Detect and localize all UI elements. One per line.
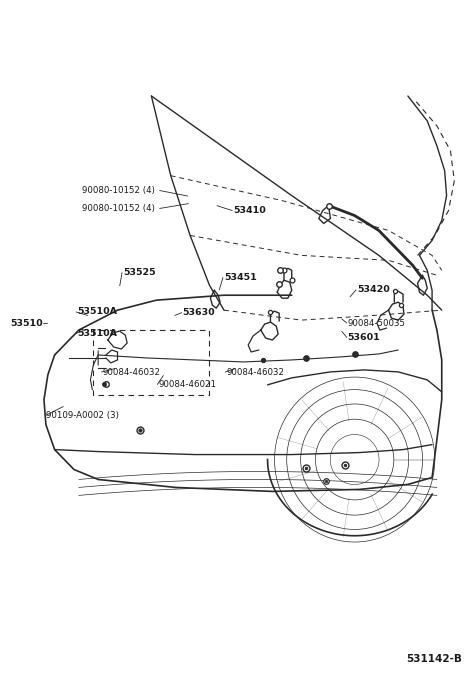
Text: 531142-B: 531142-B [406, 653, 462, 664]
Text: 53510: 53510 [10, 319, 43, 328]
Text: 53601: 53601 [348, 333, 381, 342]
Text: 90080-10152 (4): 90080-10152 (4) [82, 186, 155, 195]
Text: 53510A: 53510A [77, 308, 117, 317]
Text: 53510A: 53510A [77, 329, 117, 338]
Text: 90080-10152 (4): 90080-10152 (4) [82, 204, 155, 213]
Text: 53410: 53410 [233, 206, 266, 215]
Text: 90084-46032: 90084-46032 [226, 367, 284, 376]
Text: 90084-50035: 90084-50035 [348, 319, 406, 328]
Text: 90109-A0002 (3): 90109-A0002 (3) [46, 411, 119, 420]
Text: 90084-46032: 90084-46032 [102, 367, 160, 376]
Text: 90084-46021: 90084-46021 [158, 380, 216, 389]
Text: 53420: 53420 [357, 286, 390, 295]
Text: 53525: 53525 [123, 268, 155, 277]
Text: 53630: 53630 [182, 308, 215, 317]
Text: 53451: 53451 [224, 273, 256, 282]
